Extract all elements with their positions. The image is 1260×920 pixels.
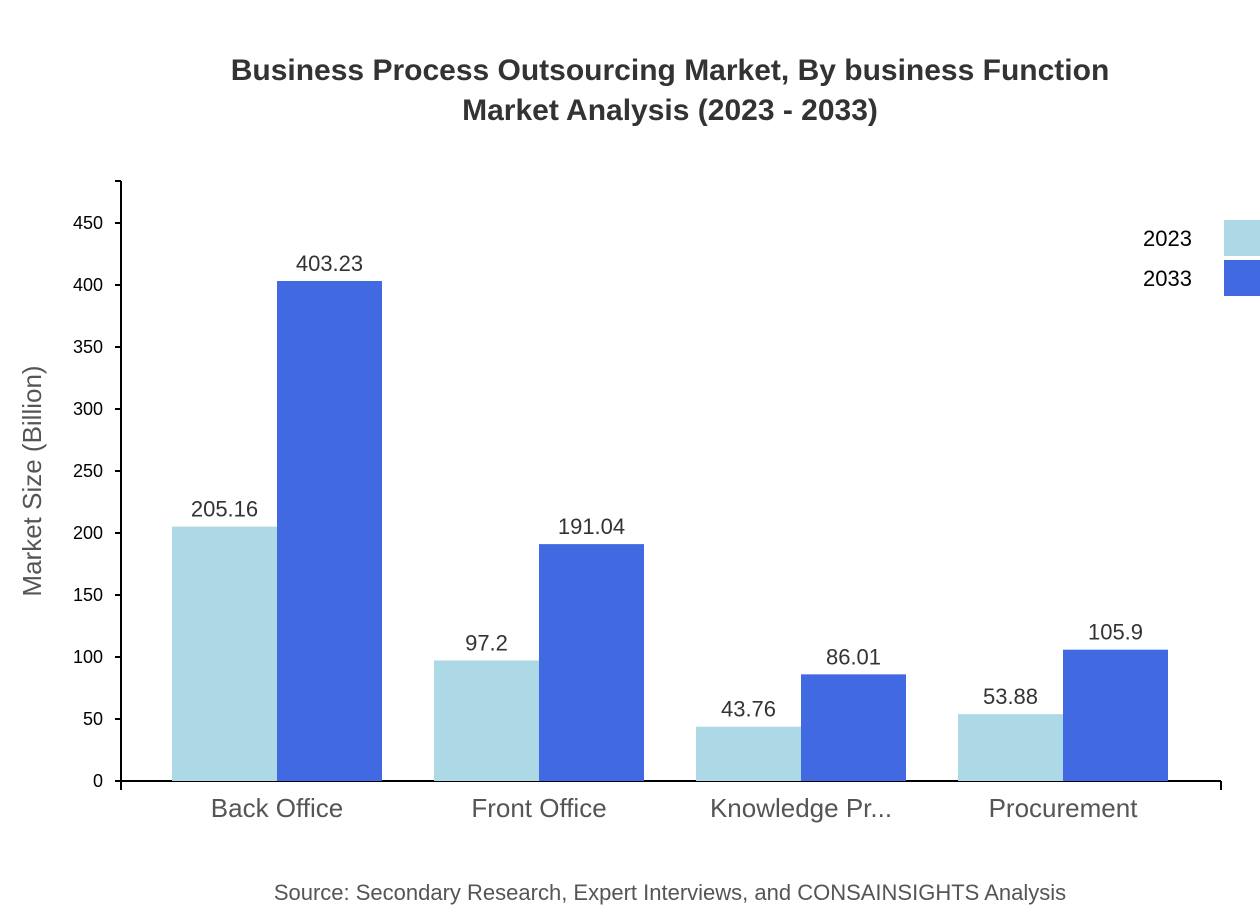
data-label: 43.76 xyxy=(721,697,776,722)
y-tick-label: 450 xyxy=(73,213,103,233)
legend-swatch-2023 xyxy=(1224,220,1260,256)
bar-2033 xyxy=(539,544,644,781)
data-label: 205.16 xyxy=(191,497,258,522)
chart-title-line1: Business Process Outsourcing Market, By … xyxy=(231,54,1110,87)
x-tick-label: Knowledge Pr... xyxy=(710,793,892,823)
legend-label: 2033 xyxy=(1143,266,1192,291)
y-tick-label: 250 xyxy=(73,461,103,481)
x-tick-label: Back Office xyxy=(211,793,343,823)
y-tick-label: 400 xyxy=(73,275,103,295)
source-note: Source: Secondary Research, Expert Inter… xyxy=(274,880,1066,905)
data-label: 105.9 xyxy=(1088,620,1143,645)
bar-2033 xyxy=(1063,649,1168,781)
y-tick-label: 0 xyxy=(93,771,103,791)
data-label: 97.2 xyxy=(465,630,508,655)
x-tick-label: Procurement xyxy=(989,793,1139,823)
chart-title-line2: Market Analysis (2023 - 2033) xyxy=(462,94,878,127)
data-label: 191.04 xyxy=(558,514,625,539)
x-tick-label: Front Office xyxy=(471,793,606,823)
bar-2023 xyxy=(434,660,539,781)
bar-2023 xyxy=(696,726,801,781)
data-label: 53.88 xyxy=(983,684,1038,709)
y-axis-label: Market Size (Billion) xyxy=(17,365,47,596)
data-label: 403.23 xyxy=(296,251,363,276)
bar-2033 xyxy=(801,674,906,781)
y-tick-label: 150 xyxy=(73,585,103,605)
y-tick-label: 350 xyxy=(73,337,103,357)
bar-2023 xyxy=(958,714,1063,781)
legend-label: 2023 xyxy=(1143,226,1192,251)
y-tick-label: 200 xyxy=(73,523,103,543)
y-tick-label: 100 xyxy=(73,647,103,667)
bar-2023 xyxy=(172,526,277,781)
bar-2033 xyxy=(277,281,382,781)
legend-swatch-2033 xyxy=(1224,260,1260,296)
y-tick-label: 300 xyxy=(73,399,103,419)
data-label: 86.01 xyxy=(826,644,881,669)
y-tick-label: 50 xyxy=(83,709,103,729)
